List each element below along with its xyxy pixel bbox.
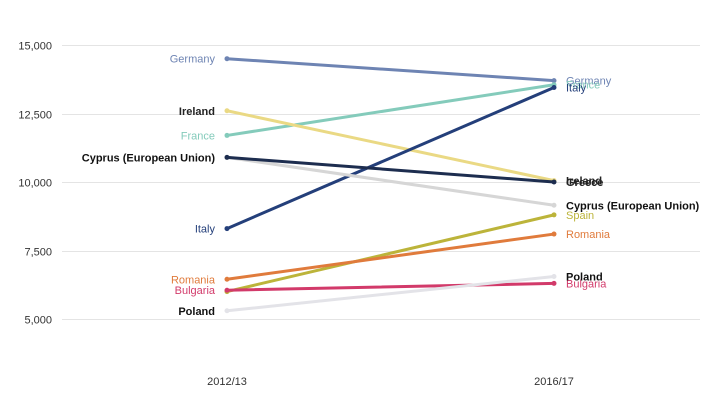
gridlines xyxy=(62,45,700,320)
point-bulgaria-start xyxy=(224,287,230,293)
series-line-cyprus-european-union xyxy=(225,155,556,207)
label-start-italy: Italy xyxy=(195,224,216,236)
y-tick-label: 10,000 xyxy=(18,178,52,190)
label-end-greece: Greece xyxy=(566,177,603,189)
point-poland-end xyxy=(551,274,557,280)
point-cyprus-european-union-end xyxy=(551,202,557,208)
y-tick-label: 12,500 xyxy=(18,110,52,122)
x-tick-label: 2012/13 xyxy=(207,376,247,388)
y-tick-label: 7,500 xyxy=(24,247,52,259)
label-start-ireland: Ireland xyxy=(179,106,215,118)
label-end-spain: Spain xyxy=(566,210,594,222)
y-axis-ticks: 5,000 7,500 10,000 12,500 15,000 xyxy=(18,41,52,327)
label-end-ireland: Ireland xyxy=(566,176,602,188)
label-end-germany: Germany xyxy=(566,76,612,88)
label-start-poland: Poland xyxy=(178,306,215,318)
point-ireland-start xyxy=(224,108,230,114)
series-line-france xyxy=(225,83,556,137)
point-germany-end xyxy=(551,78,557,84)
label-end-france: France xyxy=(566,80,600,92)
series-lines xyxy=(224,56,557,314)
point-germany-start xyxy=(224,56,230,62)
series-line-poland xyxy=(225,275,556,313)
point-poland-start xyxy=(224,308,230,314)
series-line-ireland xyxy=(225,109,556,183)
label-start-germany: Germany xyxy=(170,54,216,66)
series-line-greece xyxy=(225,155,556,184)
label-end-italy: Italy xyxy=(566,82,587,94)
label-end-poland: Poland xyxy=(566,272,603,284)
point-france-start xyxy=(224,132,230,138)
x-tick-label: 2016/17 xyxy=(534,376,574,388)
series-labels: GermanyGermanyFranceFranceIrelandIreland… xyxy=(82,54,700,318)
point-greece-end xyxy=(551,179,557,185)
series-line-italy xyxy=(225,85,556,231)
point-bulgaria-end xyxy=(551,280,557,286)
point-romania-start xyxy=(224,276,230,282)
label-start-france: France xyxy=(181,130,215,142)
label-start-cyprus-european-union: Cyprus (European Union) xyxy=(82,152,216,164)
series-line-spain xyxy=(225,213,556,294)
label-start-romania: Romania xyxy=(171,274,216,286)
series-line-germany xyxy=(225,57,556,83)
y-tick-label: 5,000 xyxy=(24,315,52,327)
label-end-cyprus-european-union: Cyprus (European Union) xyxy=(566,200,700,212)
point-italy-end xyxy=(551,84,557,90)
series-line-romania xyxy=(225,232,556,281)
label-start-bulgaria: Bulgaria xyxy=(175,285,216,297)
point-romania-end xyxy=(551,231,557,237)
label-end-romania: Romania xyxy=(566,229,611,241)
point-italy-start xyxy=(224,226,230,232)
series-line-bulgaria xyxy=(225,281,556,292)
point-greece-start xyxy=(224,154,230,160)
y-tick-label: 15,000 xyxy=(18,41,52,53)
point-spain-end xyxy=(551,212,557,218)
x-axis-ticks: 2012/13 2016/17 xyxy=(207,376,574,388)
label-end-bulgaria: Bulgaria xyxy=(566,278,607,290)
